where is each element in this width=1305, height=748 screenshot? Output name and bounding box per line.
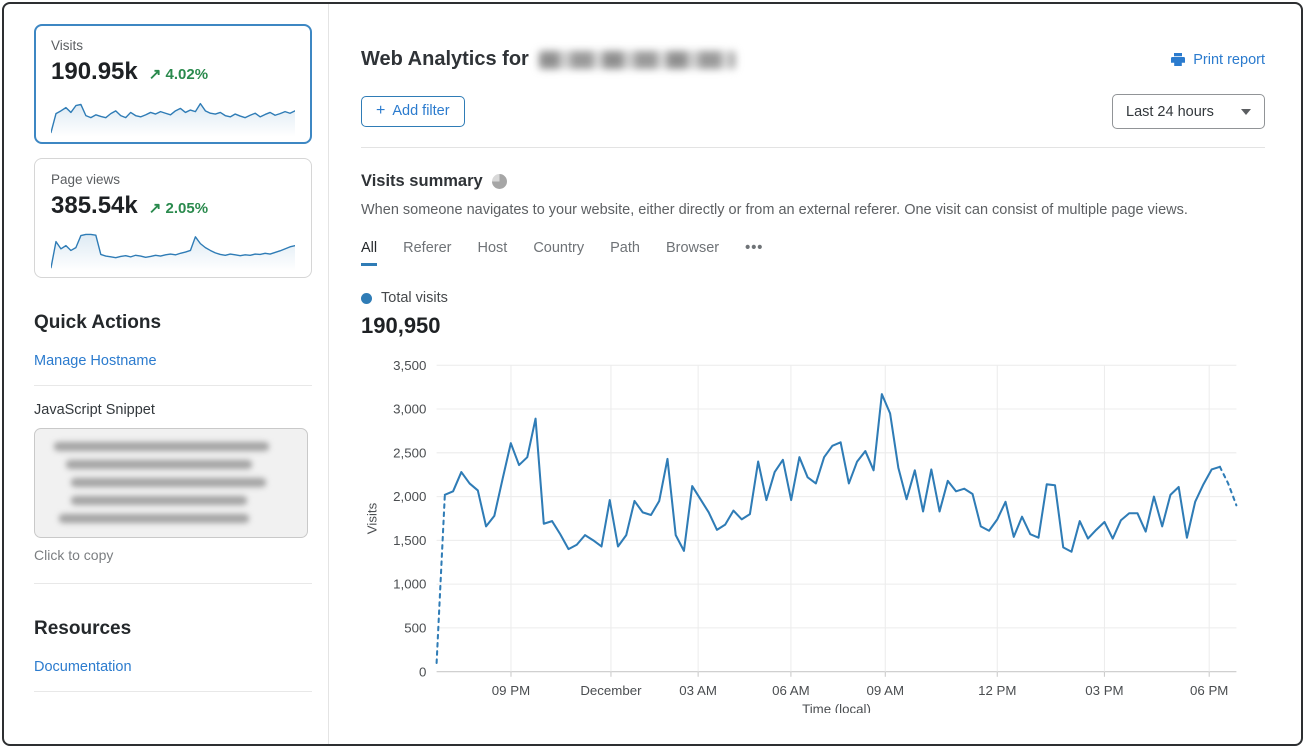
line-chart-svg: 0 500 1,000 1,500 2,000 2,500 3,000 3,500 09 PM D… [364, 358, 1238, 713]
page-title: Web Analytics for [361, 48, 529, 70]
blurred-snippet-line [70, 478, 267, 487]
add-filter-button[interactable]: + Add filter [361, 96, 465, 127]
blurred-snippet-line [58, 514, 250, 523]
javascript-snippet-code-block[interactable] [34, 428, 308, 538]
tab-more-icon[interactable]: ••• [745, 240, 764, 256]
svg-text:2,500: 2,500 [393, 445, 426, 460]
documentation-link[interactable]: Documentation [34, 659, 132, 675]
click-to-copy-hint: Click to copy [34, 547, 114, 563]
page-views-sparkline-chart [51, 227, 295, 271]
svg-text:1,500: 1,500 [393, 533, 426, 548]
tab-all[interactable]: All [361, 240, 378, 266]
tab-referer[interactable]: Referer [403, 240, 452, 256]
tab-country[interactable]: Country [533, 240, 585, 256]
trend-up-arrow-icon: ↗ [148, 66, 162, 83]
summary-tabs: All Referer Host Country Path Browser ••… [361, 240, 1265, 266]
divider [34, 583, 312, 584]
svg-text:09 PM: 09 PM [492, 683, 530, 698]
visits-summary-section: Visits summary When someone navigates to… [361, 172, 1265, 713]
time-range-selected-value: Last 24 hours [1126, 103, 1214, 120]
svg-text:03 PM: 03 PM [1085, 683, 1123, 698]
sidebar: Visits 190.95k ↗ 4.02% Page views 385.54… [4, 4, 329, 744]
blurred-snippet-line [70, 496, 247, 505]
blurred-snippet-line [66, 460, 252, 469]
visits-sparkline-chart [51, 93, 295, 137]
resources-heading: Resources [34, 618, 132, 639]
svg-text:06 AM: 06 AM [772, 683, 810, 698]
divider [361, 147, 1265, 148]
chevron-down-icon [1241, 108, 1251, 115]
legend-dot-icon [361, 292, 372, 304]
svg-text:Visits: Visits [364, 502, 379, 534]
visits-summary-title: Visits summary [361, 172, 483, 190]
svg-text:2,000: 2,000 [393, 489, 426, 504]
stat-card-page-views[interactable]: Page views 385.54k ↗ 2.05% [34, 158, 312, 278]
svg-text:December: December [580, 683, 642, 698]
blurred-snippet-line [53, 442, 269, 451]
visits-summary-description: When someone navigates to your website, … [361, 202, 1188, 218]
svg-text:1,000: 1,000 [393, 577, 426, 592]
total-visits-value: 190,950 [361, 313, 441, 338]
visits-line-chart: 0 500 1,000 1,500 2,000 2,500 3,000 3,500 09 PM D… [361, 353, 1265, 713]
time-range-dropdown[interactable]: Last 24 hours [1112, 94, 1265, 129]
quick-actions-heading: Quick Actions [34, 312, 162, 333]
stat-card-delta: ↗ 2.05% [148, 200, 209, 217]
javascript-snippet-label: JavaScript Snippet [34, 402, 155, 418]
stat-card-value: 385.54k [51, 192, 138, 219]
trend-up-arrow-icon: ↗ [148, 200, 162, 217]
stat-card-value: 190.95k [51, 58, 138, 85]
svg-text:09 AM: 09 AM [866, 683, 904, 698]
stat-card-label: Page views [51, 172, 121, 187]
chart-legend: Total visits [361, 290, 1265, 306]
svg-text:Time (local): Time (local) [802, 702, 871, 713]
divider [34, 385, 312, 386]
stat-card-delta: ↗ 4.02% [148, 66, 209, 83]
svg-text:06 PM: 06 PM [1190, 683, 1228, 698]
tab-browser[interactable]: Browser [665, 240, 720, 256]
divider [34, 691, 312, 692]
main-content: Web Analytics for Print report + Add fil… [329, 4, 1301, 744]
legend-label: Total visits [381, 290, 448, 306]
svg-text:03 AM: 03 AM [679, 683, 717, 698]
page-header: Web Analytics for Print report [361, 48, 1265, 71]
svg-text:3,500: 3,500 [393, 358, 426, 373]
svg-text:12 PM: 12 PM [978, 683, 1016, 698]
filter-row: + Add filter Last 24 hours [361, 94, 1265, 129]
print-report-link[interactable]: Print report [1170, 52, 1265, 68]
svg-text:0: 0 [419, 664, 426, 679]
svg-text:3,000: 3,000 [393, 402, 426, 417]
blurred-site-domain [538, 50, 735, 69]
pie-chart-icon [491, 174, 507, 189]
manage-hostname-link[interactable]: Manage Hostname [34, 353, 157, 369]
stat-card-label: Visits [51, 38, 84, 53]
stat-card-visits[interactable]: Visits 190.95k ↗ 4.02% [34, 24, 312, 144]
svg-text:500: 500 [404, 621, 426, 636]
tab-host[interactable]: Host [477, 240, 508, 256]
plus-icon: + [376, 102, 386, 119]
printer-icon [1171, 52, 1186, 66]
tab-path[interactable]: Path [610, 240, 640, 256]
